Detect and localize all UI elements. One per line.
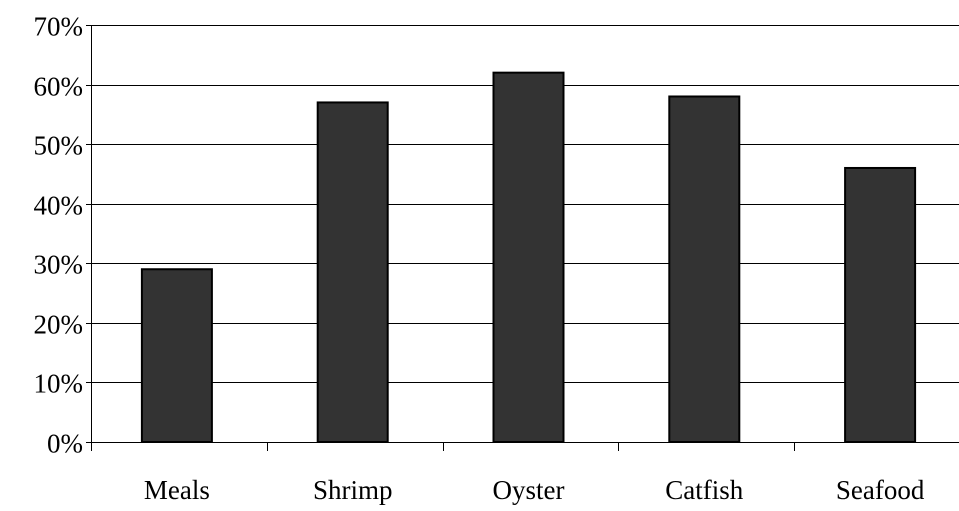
x-tick-label: Meals (144, 475, 210, 505)
y-tick-label: 50% (34, 131, 84, 161)
y-tick-label: 70% (34, 12, 84, 42)
bar-meals (140, 268, 213, 443)
x-tick-label: Oyster (493, 475, 565, 505)
tick-labels: 0% 10% 20% 30% 40% 50% 60% 70% Meals Shrimp Oyster… (34, 12, 925, 506)
x-tick-label: Shrimp (313, 475, 393, 505)
bar-oyster (492, 71, 565, 444)
y-tick-label: 40% (34, 191, 84, 221)
y-tick-label: 30% (34, 250, 84, 280)
x-tick-label: Seafood (836, 475, 925, 505)
y-tick-label: 60% (34, 72, 84, 102)
y-tick-label: 20% (34, 310, 84, 340)
bar-shrimp (316, 101, 389, 443)
x-tick-label: Catfish (665, 475, 743, 505)
y-tick-label: 10% (34, 369, 84, 399)
y-tick-label: 0% (47, 429, 83, 459)
bars (140, 71, 917, 444)
bar-catfish (668, 95, 741, 443)
axes (86, 25, 959, 451)
bar-seafood (844, 166, 917, 443)
